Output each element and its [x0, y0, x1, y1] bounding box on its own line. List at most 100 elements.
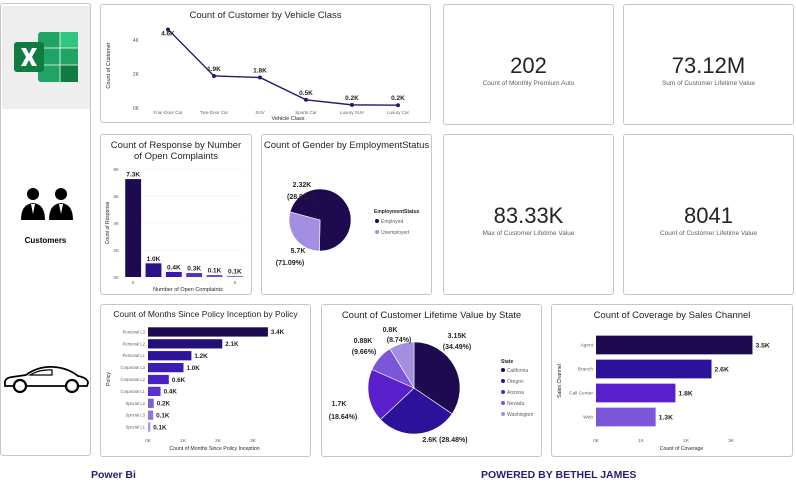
data-label: 3.15K [448, 333, 467, 340]
pie-slice [389, 341, 415, 390]
x-tick-label: Sports Car [295, 110, 317, 115]
legend-label: Arizona [507, 390, 524, 396]
data-label: 0.4K [164, 389, 178, 396]
data-label: 1.8K [253, 67, 267, 74]
y-tick-label: Special L1 [125, 425, 145, 430]
bar [125, 179, 142, 277]
bar [148, 362, 184, 373]
data-label: 5.7K [291, 248, 306, 255]
data-label: 2.6K [715, 366, 729, 373]
x-axis-title: Count of Coverage [660, 446, 704, 452]
sidebar-panel: Customers [0, 3, 91, 456]
x-tick-label: 2K [215, 438, 222, 444]
data-label: 1.2K [194, 353, 208, 360]
data-label: 4.6K [161, 30, 175, 37]
legend-label: Unemployed [381, 230, 409, 236]
legend-marker [501, 412, 505, 416]
footer-left-label: Power Bi [91, 469, 136, 481]
data-label: 0.1K [208, 267, 222, 274]
state-card[interactable]: Count of Customer Lifetime Value by Stat… [321, 304, 542, 457]
data-label: 0.1K [156, 412, 170, 419]
data-point [396, 103, 400, 108]
data-label: 1.0K [147, 256, 161, 263]
x-tick-label: SUV [255, 110, 264, 115]
pie-slice [367, 369, 415, 420]
bar [596, 407, 656, 427]
x-tick-label: Luxury Car [387, 110, 410, 115]
y-tick-label: 0K [133, 106, 140, 112]
data-label: 0.8K [383, 327, 398, 334]
y-tick-label: Special L3 [125, 413, 145, 418]
data-label: 0.1K [153, 424, 167, 431]
data-label: 0.6K [172, 377, 186, 384]
data-label: 3.5K [755, 342, 769, 349]
y-tick-label: 4K [113, 221, 119, 226]
bar [148, 410, 154, 420]
kpi-card-sum-clv[interactable]: 73.12M Sum of Customer Lifetime Value [623, 4, 794, 125]
legend-marker [375, 219, 379, 223]
x-axis-title: Count of Months Since Policy Inception [169, 446, 259, 452]
sales-channel-card[interactable]: Count of Coverage by Sales Channel 3.5K A… [551, 304, 793, 457]
y-tick-label: 2K [133, 72, 140, 78]
legend-label: Oregon [507, 379, 524, 385]
y-tick-label: 2K [113, 248, 119, 253]
kpi-card-count-clv[interactable]: 8041 Count of Customer Lifetime Value [623, 134, 794, 295]
x-tick-label: 1K [180, 438, 187, 444]
y-tick-label: Call Center [569, 391, 593, 397]
open-complaints-card[interactable]: Count of Response by Number of Open Comp… [100, 134, 252, 295]
x-tick-label: 0 [132, 280, 135, 285]
legend-title: EmploymentStatus [374, 209, 420, 215]
data-point [258, 75, 262, 80]
data-label: 0.3K [187, 266, 201, 273]
y-tick-label: Agent [580, 343, 593, 349]
open-complaints-column-chart: 8K 6K 4K 2K 0K Count of Response 7.3K 1.0K 0.4K 0… [105, 167, 245, 293]
data-label: (18.64%) [329, 414, 357, 421]
sales-channel-bar-chart: 3.5K Agent 2.6K Branch 1.8K Call Center 1.3K We… [557, 335, 770, 452]
employment-status-card[interactable]: Count of Gender by EmploymentStatus 2.32… [261, 134, 432, 295]
chart-title: Count of Customer by Vehicle Class [189, 10, 342, 21]
data-point [350, 102, 354, 107]
state-pie-chart: 3.15K (34.49%) 2.6K (28.48%) 1.7K (18.64%) 0.… [329, 327, 534, 444]
data-label: 2.1K [225, 341, 239, 348]
bar [165, 271, 182, 277]
kpi-card-max-clv[interactable]: 83.33K Max of Customer Lifetime Value [443, 134, 614, 295]
customers-label: Customers [24, 236, 67, 245]
y-tick-label: 6K [113, 194, 119, 199]
x-tick-label: Four-Door Car [153, 110, 183, 115]
y-tick-label: Web [583, 415, 593, 421]
data-label: 0.1K [228, 268, 242, 275]
pie-slice [380, 387, 453, 435]
data-label: 0.5K [299, 90, 313, 97]
data-label: (34.49%) [443, 344, 471, 351]
car-icon [2, 362, 90, 394]
x-tick-label: 2K [683, 438, 690, 444]
y-tick-label: Personal L2 [123, 341, 146, 346]
legend-marker [375, 230, 379, 234]
data-label: 0.2K [345, 95, 359, 102]
data-label: (28.91...) [287, 194, 315, 201]
y-tick-label: Personal L3 [123, 329, 146, 334]
kpi-card-monthly-premium[interactable]: 202 Count of Monthly Premium Auto [443, 4, 614, 125]
y-tick-label: 4K [133, 38, 140, 44]
data-label: 2.32K [293, 182, 312, 189]
y-axis-title: Policy [106, 372, 112, 386]
chart-title: Count of Coverage by Sales Channel [593, 310, 751, 321]
bar [148, 386, 161, 397]
chart-title: Count of Months Since Policy Inception b… [113, 309, 298, 319]
kpi-value: 8041 [684, 203, 733, 228]
y-tick-label: Personal L1 [123, 353, 146, 358]
data-label: 1.7K [332, 401, 347, 408]
vehicle-class-card[interactable]: Count of Customer by Vehicle Class 4K 2K 0… [100, 4, 431, 123]
data-point [212, 73, 216, 78]
policy-bar-chart: 3.4K Personal L3 2.1K Personal L2 1.2K Person… [106, 327, 285, 452]
bar [596, 359, 712, 379]
policy-card[interactable]: Count of Months Since Policy Inception b… [100, 304, 311, 457]
data-label: 0.2K [157, 401, 171, 408]
legend-label: Washington [507, 412, 533, 418]
legend-title: State [501, 359, 513, 365]
chart-title: Count of Response by Number of Open Comp… [110, 140, 242, 162]
legend-marker [501, 390, 505, 394]
legend-label: California [507, 368, 528, 374]
x-tick-label: Luxury SUV [340, 110, 364, 115]
bar [226, 275, 243, 277]
